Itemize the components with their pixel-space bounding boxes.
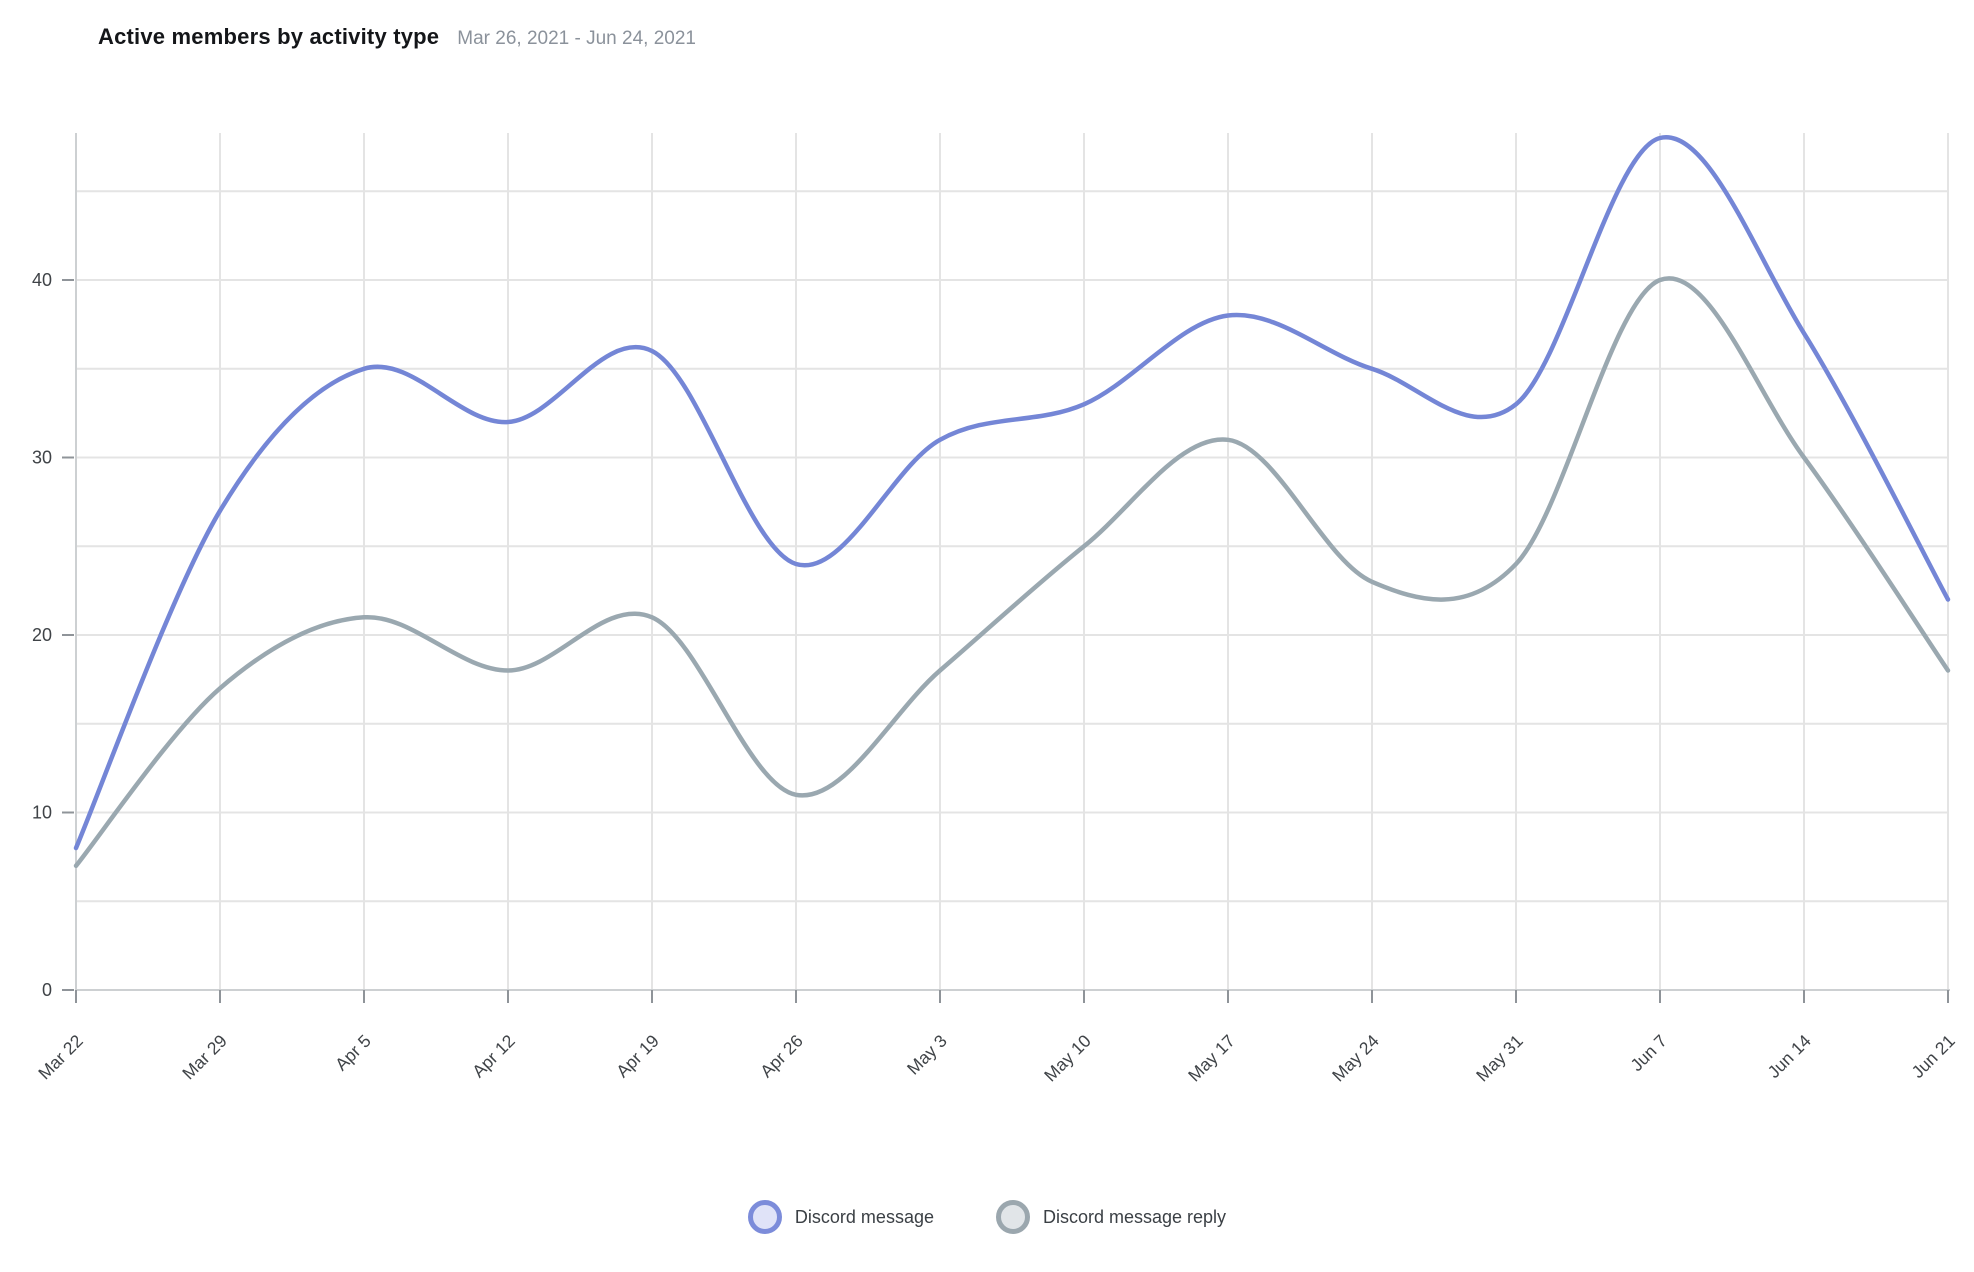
x-tick-label: Apr 26 <box>756 1031 807 1082</box>
y-tick-label: 40 <box>32 270 52 290</box>
x-tick-label: Apr 19 <box>612 1031 663 1082</box>
x-tick-label: May 10 <box>1040 1030 1095 1085</box>
legend-item-discord-message[interactable]: Discord message <box>747 1200 934 1234</box>
x-tick-label: Jun 21 <box>1908 1031 1959 1082</box>
chart-header: Active members by activity type Mar 26, … <box>98 24 696 50</box>
chart-legend: Discord message Discord message reply <box>0 1200 1974 1234</box>
discord-message-reply-swatch-icon <box>995 1200 1030 1234</box>
x-tick-label: May 24 <box>1328 1030 1383 1085</box>
chart-date-range: Mar 26, 2021 - Jun 24, 2021 <box>457 28 696 49</box>
x-tick-label: Apr 5 <box>331 1031 375 1075</box>
x-tick-label: Jun 14 <box>1764 1031 1815 1082</box>
legend-item-discord-message-reply[interactable]: Discord message reply <box>995 1200 1227 1234</box>
x-tick-label: Mar 29 <box>178 1031 231 1084</box>
discord-message-line <box>73 135 1951 851</box>
discord-message-swatch-icon <box>747 1200 782 1234</box>
chart-title: Active members by activity type <box>98 24 440 49</box>
x-tick-label: Mar 22 <box>34 1031 87 1084</box>
y-tick-label: 10 <box>32 803 52 823</box>
activity-line-chart: 0 10 20 30 40 Mar 22 Mar 29 Apr 5 Apr 12 Apr 19 Ap… <box>32 133 1959 1086</box>
y-tick-label: 0 <box>42 980 52 1000</box>
legend-label: Discord message reply <box>1042 1206 1227 1227</box>
y-tick-label: 30 <box>32 448 52 468</box>
discord-message-reply-line <box>73 276 1951 869</box>
x-tick-label: Jun 7 <box>1626 1031 1670 1075</box>
y-tick-label: 20 <box>32 625 52 645</box>
x-tick-label: May 31 <box>1472 1031 1527 1086</box>
x-tick-label: Apr 12 <box>468 1031 519 1082</box>
x-tick-label: May 17 <box>1184 1031 1239 1086</box>
legend-label: Discord message <box>794 1206 934 1227</box>
x-tick-label: May 3 <box>903 1031 951 1079</box>
